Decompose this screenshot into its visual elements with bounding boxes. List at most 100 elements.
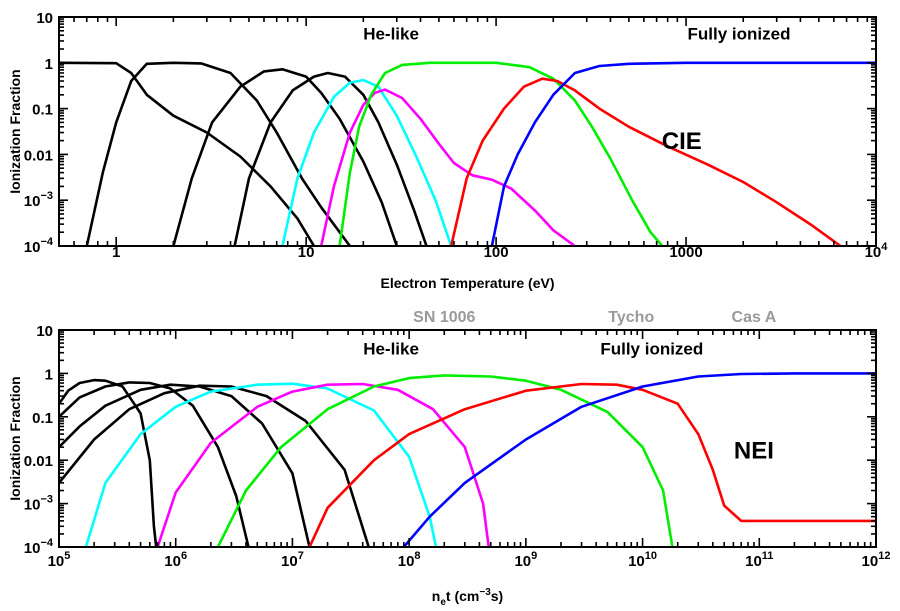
y-tick-label: 0.01 [24, 147, 53, 164]
x-tick-label: 105 [48, 550, 71, 570]
label-base: 10 [24, 193, 41, 210]
annotation-label: He-like [363, 340, 419, 359]
label-exponent: −3 [40, 190, 53, 202]
series-line-9 [490, 61, 876, 246]
label-exponent: 10 [645, 550, 657, 562]
x-tick-label: 10 [298, 244, 315, 261]
x-tick-label: 1000 [669, 244, 702, 261]
label-exponent: 5 [64, 550, 70, 562]
remnant-label: SN 1006 [413, 309, 475, 326]
x-tick-label: 1 [112, 244, 120, 261]
series-line-4 [59, 384, 370, 547]
label-exponent: 6 [181, 550, 187, 562]
series-line-6 [156, 382, 490, 547]
y-tick-label: 0.01 [24, 453, 53, 470]
label-base: 1000 [669, 244, 702, 261]
x-tick-label: 109 [514, 550, 537, 570]
x-axis-title: net (cm−3s) [432, 587, 503, 608]
label-exponent: 9 [531, 550, 537, 562]
label-base: 0.01 [24, 147, 53, 164]
label-base: 100 [484, 244, 509, 261]
series-line-5 [84, 382, 438, 547]
panel-top: 1 10 100 1000 1041010.10.0110−310−4Ionizatio… [7, 10, 888, 291]
y-tick-label: 0.1 [32, 410, 53, 427]
annotation-label: Fully ionized [688, 25, 791, 44]
xlabel-main: n [432, 588, 441, 604]
label-base: 10 [398, 553, 415, 570]
series-line-4 [233, 71, 428, 246]
y-tick-label: 10−4 [24, 236, 54, 256]
annotation-label: He-like [363, 25, 419, 44]
y-axis-title: Ionization Fraction [7, 69, 23, 193]
label-base: 10 [48, 553, 65, 570]
label-base: 10 [24, 540, 41, 557]
label-exponent: 8 [414, 550, 420, 562]
series-line-9 [402, 372, 876, 547]
series-line-5 [281, 78, 453, 246]
x-tick-label: 1010 [628, 550, 657, 570]
y-tick-label: 1 [45, 366, 53, 383]
y-tick-label: 0.1 [32, 102, 53, 119]
label-exponent: −3 [40, 494, 53, 506]
series-line-1 [59, 378, 158, 547]
x-tick-label: 107 [281, 550, 304, 570]
label-base: 10 [164, 553, 181, 570]
label-base: 10 [24, 497, 41, 514]
label-base: 10 [745, 553, 762, 570]
label-base: 10 [298, 244, 315, 261]
label-base: 0.1 [32, 410, 53, 427]
series-line-2 [85, 61, 351, 246]
remnant-label: Tycho [608, 309, 654, 326]
label-base: 10 [281, 553, 298, 570]
x-tick-label: 100 [484, 244, 509, 261]
label-base: 10 [36, 10, 53, 27]
series-line-8 [308, 382, 876, 547]
x-axis-title: Electron Temperature (eV) [380, 275, 554, 291]
plot-frame [58, 329, 877, 548]
y-tick-label: 10−3 [24, 494, 53, 514]
label-base: 10 [36, 323, 53, 340]
series-line-1 [59, 61, 316, 246]
label-base: 1 [112, 244, 120, 261]
y-tick-label: 1 [45, 56, 53, 73]
xlabel-main: s) [491, 588, 503, 604]
panel-bottom: 105 106 107 108 109 1010 1011 10121010.10.0110−… [7, 309, 890, 608]
series-line-7 [338, 61, 664, 246]
label-exponent: −4 [40, 236, 53, 248]
y-tick-label: 10−3 [24, 190, 53, 210]
x-tick-label: 108 [398, 550, 421, 570]
series-line-3 [59, 383, 311, 547]
x-tick-label: 106 [164, 550, 187, 570]
y-axis-title: Ionization Fraction [7, 376, 23, 500]
x-tick-label: 1012 [862, 550, 891, 570]
x-tick-label: 1011 [745, 550, 773, 570]
annotation-label: CIE [662, 128, 702, 155]
series-group [59, 61, 876, 246]
label-base: 1 [45, 366, 53, 383]
series-group [59, 372, 876, 547]
label-exponent: 7 [298, 550, 304, 562]
label-exponent: 4 [881, 241, 888, 253]
label-base: 10 [514, 553, 531, 570]
label-base: 10 [865, 244, 882, 261]
label-base: 0.1 [32, 102, 53, 119]
y-tick-label: 10 [36, 10, 53, 27]
label-base: 10 [862, 553, 879, 570]
annotation-label: NEI [734, 437, 774, 464]
label-base: 10 [628, 553, 645, 570]
annotation-label: Fully ionized [600, 340, 703, 359]
xlabel-superscript: −3 [479, 587, 491, 598]
label-exponent: 11 [762, 550, 774, 562]
xlabel-subscript: e [440, 597, 446, 608]
label-base: 0.01 [24, 453, 53, 470]
series-line-6 [319, 88, 576, 246]
plot-frame [58, 16, 877, 247]
series-line-3 [172, 68, 399, 246]
y-tick-label: 10 [36, 323, 53, 340]
label-exponent: 12 [878, 550, 890, 562]
series-line-8 [449, 77, 842, 246]
label-base: 10 [24, 239, 41, 256]
label-base: 1 [45, 56, 53, 73]
xlabel-main: t (cm [446, 588, 479, 604]
